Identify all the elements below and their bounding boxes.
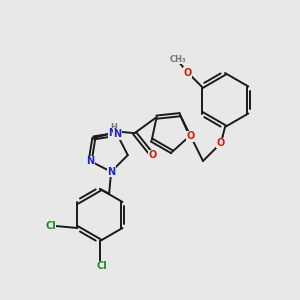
Text: O: O <box>217 138 225 148</box>
Text: H: H <box>110 123 117 132</box>
Text: N: N <box>113 129 121 139</box>
Text: Cl: Cl <box>45 221 56 231</box>
Text: N: N <box>107 167 115 177</box>
Text: CH₃: CH₃ <box>169 55 186 64</box>
Text: N: N <box>109 128 117 138</box>
Text: O: O <box>148 150 157 160</box>
Text: N: N <box>86 156 94 166</box>
Text: Cl: Cl <box>97 261 107 271</box>
Text: O: O <box>186 131 195 141</box>
Text: O: O <box>184 68 192 77</box>
